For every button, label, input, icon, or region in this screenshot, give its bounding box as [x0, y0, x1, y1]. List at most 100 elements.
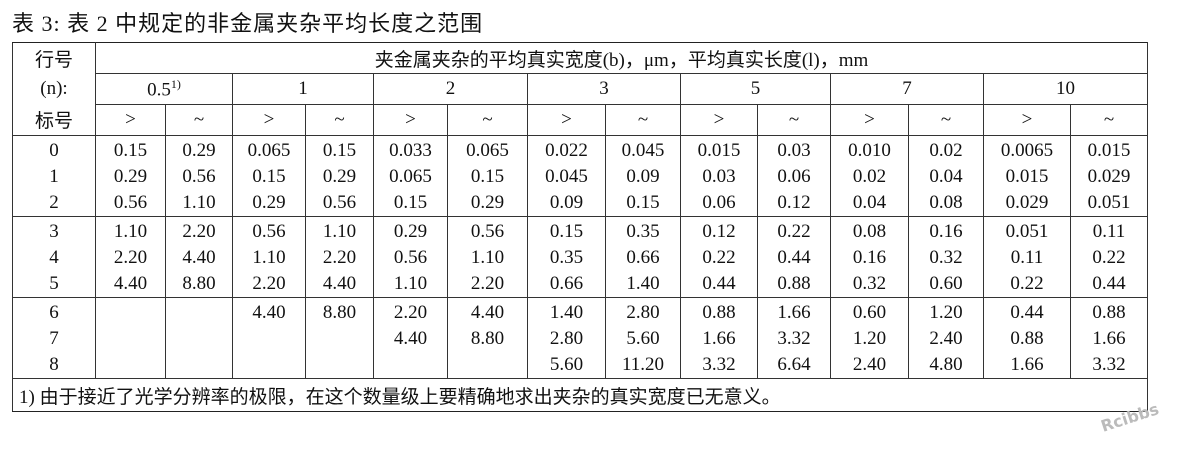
cell: 0.02: [830, 164, 909, 190]
main-header: 夹金属夹杂的平均真实宽度(b)，μm，平均真实长度(l)，mm: [94, 42, 1149, 74]
cell: 0.66: [605, 245, 681, 271]
cell: 0.66: [527, 271, 606, 298]
cell: 2.20: [447, 271, 528, 298]
cell: 0.60: [830, 297, 909, 326]
cell: 11.20: [605, 352, 681, 379]
cell: 0.015: [680, 135, 758, 164]
empty-cell: [95, 297, 166, 326]
cell: 1.66: [983, 352, 1071, 379]
header-row: 标号 > ~ > ~ > ~ > ~ > ~ > ~ > ~: [12, 104, 1149, 136]
sub-header: ~: [1069, 104, 1149, 136]
cell: 0.44: [983, 297, 1071, 326]
cell: 2.40: [830, 352, 909, 379]
row-label: 1: [12, 164, 96, 190]
cell: 8.80: [447, 326, 528, 352]
cell: 0.88: [680, 297, 758, 326]
cell: 5.60: [527, 352, 606, 379]
row-header: (n):: [12, 73, 96, 105]
cell: 0.15: [527, 216, 606, 245]
cell: 0.35: [605, 216, 681, 245]
cell: 0.08: [908, 190, 984, 217]
cell: 2.20: [373, 297, 448, 326]
group-header: 10: [982, 73, 1149, 105]
data-row: 4 2.20 4.40 1.10 2.20 0.56 1.10 0.35 0.66 0.22 0.4…: [12, 245, 1149, 271]
cell: 0.29: [373, 216, 448, 245]
group-header: 5: [680, 73, 831, 105]
cell: 0.0065: [983, 135, 1071, 164]
cell: 0.32: [908, 245, 984, 271]
cell: 0.56: [232, 216, 306, 245]
cell: 0.09: [605, 164, 681, 190]
group-label: 0.5: [147, 79, 171, 101]
header-row: 行号 夹金属夹杂的平均真实宽度(b)，μm，平均真实长度(l)，mm: [12, 42, 1149, 74]
cell: 2.80: [605, 297, 681, 326]
group-label: 10: [1056, 78, 1076, 99]
cell: 0.029: [1069, 164, 1149, 190]
cell: 0.015: [983, 164, 1071, 190]
sub-header: >: [983, 104, 1071, 136]
group-header: 1: [232, 73, 374, 105]
cell: 0.015: [1069, 135, 1149, 164]
row-label: 4: [12, 245, 96, 271]
cell: 0.44: [757, 245, 831, 271]
group-label: 3: [599, 78, 609, 99]
cell: 0.29: [305, 164, 374, 190]
data-row: 2 0.56 1.10 0.29 0.56 0.15 0.29 0.09 0.15 0.06 0.1…: [12, 190, 1149, 217]
cell: 1.66: [1069, 326, 1149, 352]
cell: 0.56: [305, 190, 374, 217]
cell: 0.02: [908, 135, 984, 164]
cell: 0.065: [373, 164, 448, 190]
footnote-row: 1) 由于接近了光学分辨率的极限，在这个数量级上要精确地求出夹杂的真实宽度已无意…: [11, 378, 1149, 412]
cell: 0.56: [165, 164, 233, 190]
group-header: 3: [527, 73, 681, 105]
cell: 3.32: [1069, 352, 1149, 379]
sub-header: ~: [447, 104, 528, 136]
cell: 0.60: [908, 271, 984, 298]
cell: 0.88: [983, 326, 1071, 352]
cell: 0.29: [232, 190, 306, 217]
row-label: 3: [12, 216, 96, 245]
sub-header: >: [830, 104, 909, 136]
empty-cell: [95, 352, 166, 379]
data-table: 行号 夹金属夹杂的平均真实宽度(b)，μm，平均真实长度(l)，mm (n): 0.5…: [11, 42, 1149, 412]
cell: 0.35: [527, 245, 606, 271]
group-header: 2: [373, 73, 528, 105]
cell: 0.44: [1069, 271, 1149, 298]
empty-cell: [305, 352, 374, 379]
group-header: 7: [830, 73, 984, 105]
empty-cell: [305, 326, 374, 352]
cell: 5.60: [605, 326, 681, 352]
cell: 8.80: [165, 271, 233, 298]
cell: 0.16: [908, 216, 984, 245]
empty-cell: [165, 326, 233, 352]
cell: 2.20: [95, 245, 166, 271]
data-row: 5 4.40 8.80 2.20 4.40 1.10 2.20 0.66 1.40 0.44 0.8…: [12, 271, 1149, 298]
cell: 0.09: [527, 190, 606, 217]
cell: 0.03: [757, 135, 831, 164]
cell: 0.04: [830, 190, 909, 217]
cell: 0.15: [95, 135, 166, 164]
data-row: 6 4.40 8.80 2.20 4.40 1.40 2.80 0.88 1.66 0.60 1.2…: [12, 297, 1149, 326]
cell: 0.29: [95, 164, 166, 190]
cell: 0.22: [680, 245, 758, 271]
sub-header: >: [680, 104, 758, 136]
cell: 0.06: [757, 164, 831, 190]
sub-header: ~: [165, 104, 233, 136]
cell: 4.40: [232, 297, 306, 326]
cell: 0.15: [447, 164, 528, 190]
row-label: 7: [12, 326, 96, 352]
group-label: 5: [750, 78, 761, 99]
empty-cell: [232, 352, 306, 379]
cell: 0.44: [680, 271, 758, 298]
cell: 2.80: [527, 326, 606, 352]
cell: 0.12: [680, 216, 758, 245]
empty-cell: [232, 326, 306, 352]
cell: 0.29: [447, 190, 528, 217]
cell: 0.03: [680, 164, 758, 190]
cell: 0.065: [232, 135, 306, 164]
cell: 0.12: [757, 190, 831, 217]
group-label: 7: [902, 78, 912, 99]
sub-header: >: [232, 104, 306, 136]
data-row: 1 0.29 0.56 0.15 0.29 0.065 0.15 0.045 0.09 0.03 0…: [12, 164, 1149, 190]
